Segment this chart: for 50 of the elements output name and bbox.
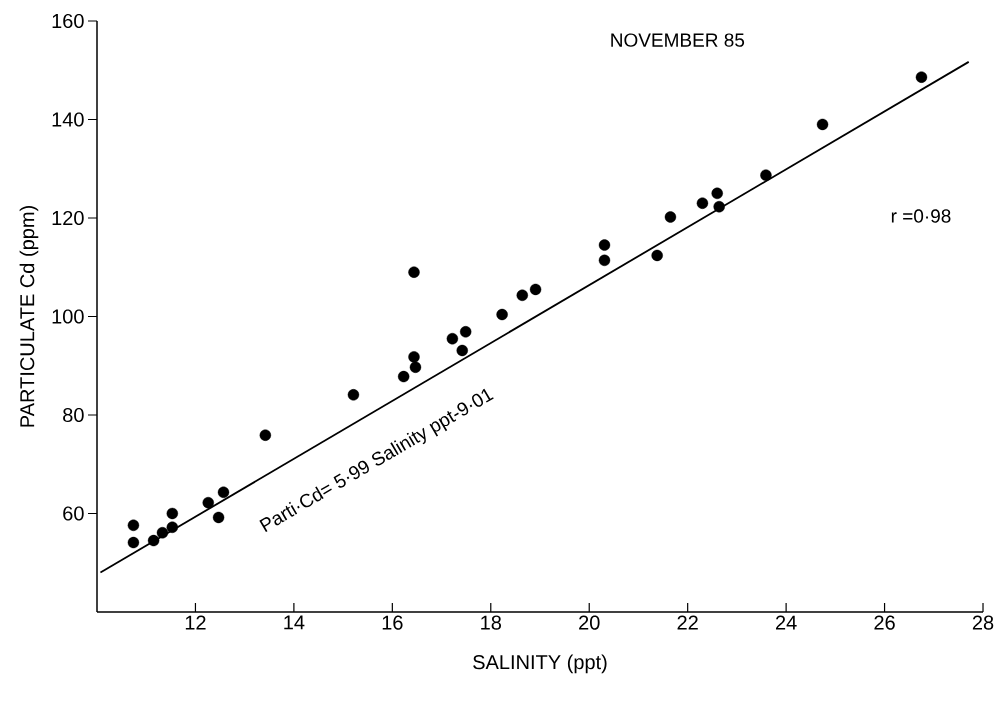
x-tick-label: 14 [284,615,305,630]
point [408,266,420,278]
text: NOVEMBER 85 [611,33,745,47]
y-tick-label: 100 [52,309,84,324]
point [664,211,677,223]
point [598,254,611,267]
x-tick-label: 26 [874,615,895,630]
point [166,521,179,533]
point [651,249,663,262]
point [156,527,169,539]
point [496,308,508,321]
point [713,200,725,213]
point [259,429,272,441]
point [760,169,772,181]
point [217,486,230,499]
x-tick-label: 28 [972,615,994,630]
point [127,519,140,532]
point [202,496,214,509]
x-tick-label: 20 [579,615,600,630]
point [529,283,542,296]
y-tick-label: 60 [63,506,84,521]
y-tick-label: 140 [52,112,84,127]
point [347,389,360,401]
point [408,351,420,363]
point [711,187,723,200]
point [915,71,928,83]
point [459,326,472,338]
annotation: r =0·98 [891,209,951,223]
point [397,370,410,383]
point [212,511,225,524]
x-tick-label: 22 [677,615,698,630]
x-tick-label: 24 [776,615,797,630]
point [166,507,179,520]
x-tick-label: 18 [481,615,502,630]
point [446,332,459,345]
point [409,361,422,373]
y-axis-title: PARTICULATE Cd (ppm) [19,206,39,427]
y-tick-label: 160 [52,13,84,29]
x-tick-label: 16 [382,615,403,630]
point [127,536,140,549]
x-axis-title: SALINITY (ppt) [473,654,607,674]
point [598,239,611,251]
point [816,118,829,131]
x-tick-label: 12 [185,615,206,630]
point [516,289,528,302]
point [456,344,468,357]
y-tick-label: 80 [63,407,84,423]
point [147,534,160,547]
y-tick-label: 120 [52,210,84,226]
point [696,197,709,209]
